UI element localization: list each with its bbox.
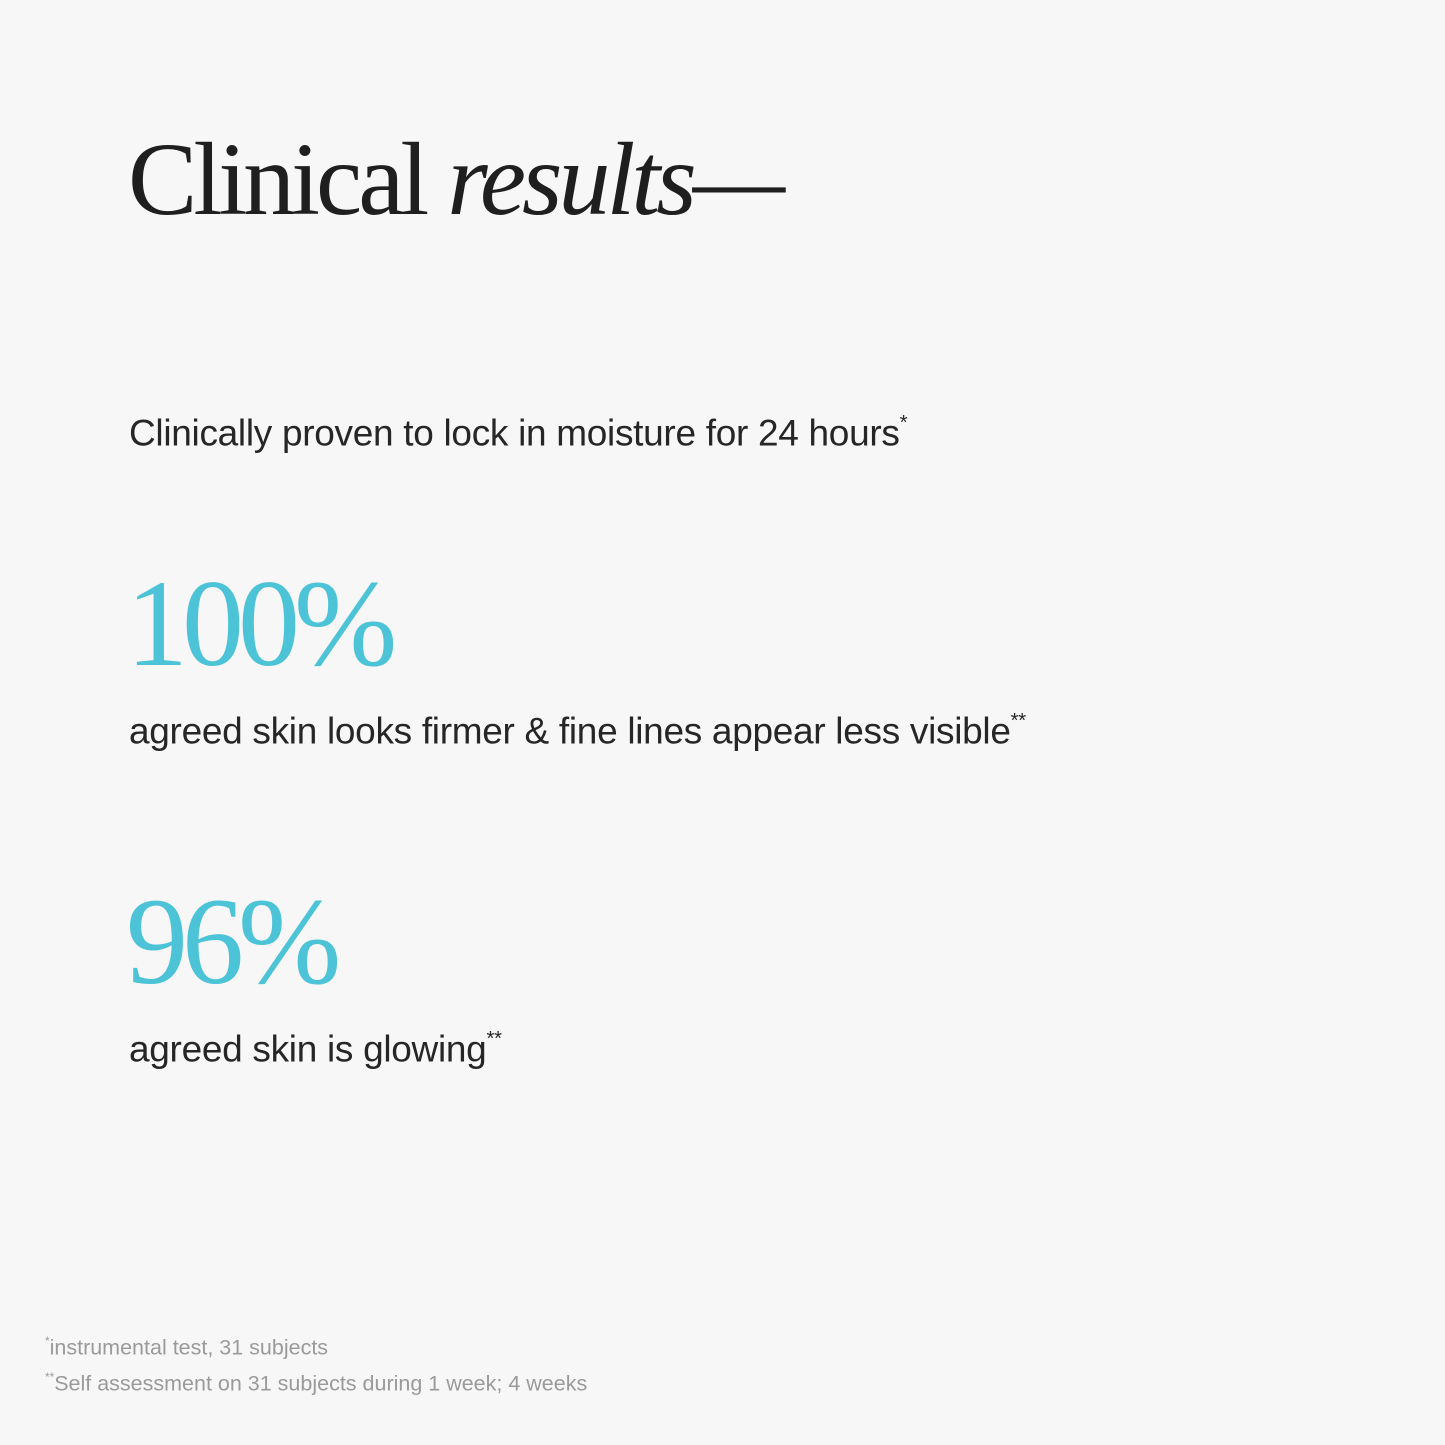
footnote-1: *instrumental test, 31 subjects (45, 1334, 328, 1361)
footnote-mark: * (45, 1334, 50, 1348)
footnote-text: instrumental test, 31 subjects (49, 1335, 329, 1360)
stat-label-glowing: agreed skin is glowing** (129, 1027, 502, 1072)
footnote-mark: ** (486, 1028, 502, 1050)
title-regular: Clinical (128, 122, 429, 237)
page-title: Clinical results— (128, 118, 785, 243)
moisture-claim: Clinically proven to lock in moisture fo… (129, 411, 907, 456)
title-italic: results— (447, 122, 785, 237)
claim-footnote-mark: * (899, 412, 908, 434)
claim-text: Clinically proven to lock in moisture fo… (129, 412, 900, 454)
footnote-mark: ** (1010, 710, 1027, 732)
footnote-2: **Self assessment on 31 subjects during … (45, 1370, 587, 1397)
stat-label-text: agreed skin is glowing (129, 1028, 487, 1070)
stat-label-firmer: agreed skin looks firmer & fine lines ap… (129, 709, 1026, 754)
stat-label-text: agreed skin looks firmer & fine lines ap… (129, 710, 1011, 752)
footnote-mark: ** (45, 1370, 55, 1384)
footnote-text: Self assessment on 31 subjects during 1 … (54, 1371, 588, 1396)
stat-value-glowing: 96% (126, 873, 341, 1010)
stat-value-firmer: 100% (126, 555, 397, 692)
